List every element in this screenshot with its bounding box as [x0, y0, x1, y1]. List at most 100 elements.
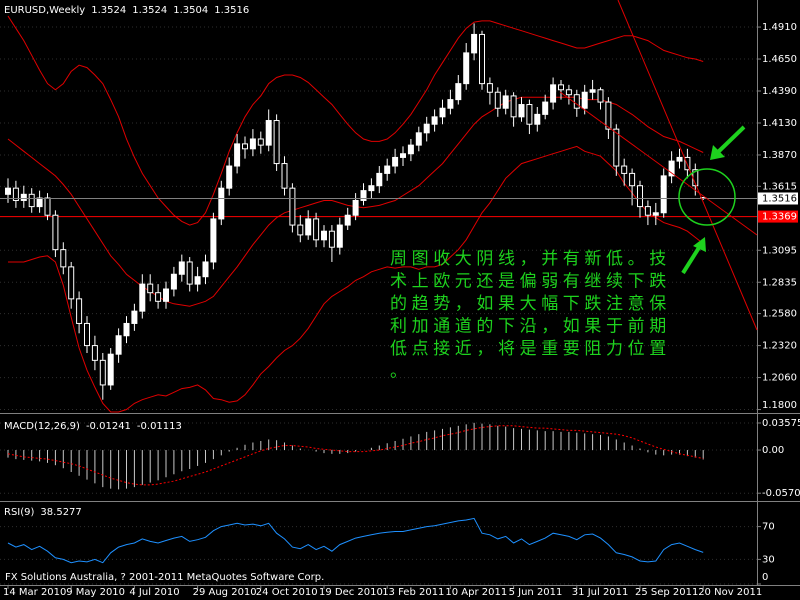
x-tick-label: 19 Dec 2010 [319, 587, 383, 598]
y-tick-label: 1.2320 [762, 341, 797, 352]
candle-body [313, 218, 320, 241]
candle-body [99, 359, 106, 386]
candle-body [376, 172, 383, 187]
y-tick-label: 70 [762, 522, 775, 533]
indicator-name: MACD(12,26,9) [4, 421, 80, 432]
rsi-line [7, 517, 704, 564]
indicator-value: 1.3504 [173, 5, 208, 16]
candle-body [589, 89, 596, 93]
y-tick-label: 1.3095 [762, 245, 797, 256]
x-tick-label: 31 Jul 2011 [572, 587, 629, 598]
channel-line [617, 0, 758, 331]
candle-body [60, 249, 67, 268]
candle-body [439, 107, 446, 118]
candle-body [328, 230, 335, 248]
candle-body [178, 261, 185, 275]
candle-body [510, 95, 517, 118]
x-tick-label: 9 May 2010 [66, 587, 125, 598]
indicator-value: -0.01113 [137, 421, 182, 432]
indicator-header: RSI(9) 38.5277 [4, 507, 82, 518]
candle-body [44, 197, 51, 216]
candle-body [621, 165, 628, 174]
candle-body [400, 153, 406, 158]
candle-body [565, 89, 572, 96]
candle-body [131, 310, 138, 324]
candle-body [249, 138, 256, 150]
y-tick-label: 1.3615 [762, 181, 797, 192]
candle-body [447, 99, 454, 109]
indicator-name: RSI(9) [4, 507, 35, 518]
candle-body [76, 298, 83, 324]
candle-body [352, 199, 359, 216]
x-tick-label: 10 Apr 2011 [445, 587, 507, 598]
x-tick-label: 4 Jul 2010 [129, 587, 179, 598]
candle-body [163, 288, 169, 302]
candle-body [471, 33, 478, 54]
arrow [681, 244, 702, 275]
candle-body [415, 132, 422, 146]
x-tick-label: 20 Nov 2011 [698, 587, 762, 598]
level-box-label: 1.3369 [762, 212, 797, 223]
candle-body [210, 218, 217, 263]
candle-body [644, 206, 651, 216]
candle-body [107, 353, 114, 386]
candle-body [12, 187, 19, 201]
candle-body [494, 91, 501, 109]
plot-layers: 1.4910 1.4650 1.4390 1.4130 1.3870 1.3615 1.30… [0, 5, 800, 598]
candle-body [558, 84, 564, 91]
y-tick-label: 1.4910 [762, 22, 797, 33]
y-tick-label: 0.00 [762, 445, 784, 456]
annotation-text: 周图收大阴线，并有新低。技 [390, 249, 671, 269]
arrow-head [710, 145, 725, 160]
drawings [559, 0, 758, 331]
candle-body [123, 322, 130, 337]
candle-body [289, 187, 296, 226]
annotation-text: 利加通道的下沿，如果于前期 [390, 317, 671, 337]
candle-body [234, 143, 241, 167]
y-tick-label: 1.3870 [762, 150, 797, 161]
candle-body [597, 89, 604, 103]
y-tick-label: 0 [762, 572, 768, 583]
candle-body [321, 230, 327, 241]
candle-body [668, 160, 675, 177]
candle-body [281, 163, 288, 189]
x-tick-label: 24 Oct 2010 [256, 587, 318, 598]
candle-body [91, 345, 98, 361]
x-tick-label: 5 Jun 2011 [509, 587, 563, 598]
candle-body [629, 172, 636, 187]
price-box [758, 192, 798, 205]
candle-body [147, 283, 154, 294]
y-tick-label: 1.2060 [762, 373, 797, 384]
x-tick-label: 29 Aug 2010 [193, 587, 257, 598]
candle-body [265, 120, 272, 146]
arrow [714, 125, 746, 156]
candle-body [392, 156, 399, 167]
candle-body [550, 84, 557, 103]
arrow-head [693, 237, 706, 252]
candle-body [257, 138, 264, 146]
y-tick-label: 0.03575 [762, 418, 800, 429]
x-tick-label: 25 Sep 2011 [635, 587, 698, 598]
candle-body [368, 185, 375, 192]
candle-body [170, 273, 177, 290]
candle-body [463, 52, 470, 85]
candle-body [305, 218, 312, 236]
highlight-circle [678, 168, 736, 226]
candle-body [273, 120, 280, 165]
annotation-text: 。 [390, 362, 412, 382]
candle-body [518, 104, 525, 118]
candle-body [344, 214, 351, 226]
indicator-value: 1.3516 [214, 5, 249, 16]
candle-body [676, 156, 683, 162]
candle-body [52, 214, 59, 251]
candle-body [155, 292, 162, 302]
signal-line [7, 425, 704, 486]
annotation-text: 术上欧元还是偏弱有继续下跌 [390, 272, 671, 292]
candle-body [336, 224, 343, 248]
candle-body [68, 266, 75, 300]
price-box-label: 1.3516 [762, 193, 797, 204]
y-tick-label: 1.1800 [762, 400, 797, 411]
candle-body [573, 94, 580, 109]
candle-body [84, 322, 90, 347]
